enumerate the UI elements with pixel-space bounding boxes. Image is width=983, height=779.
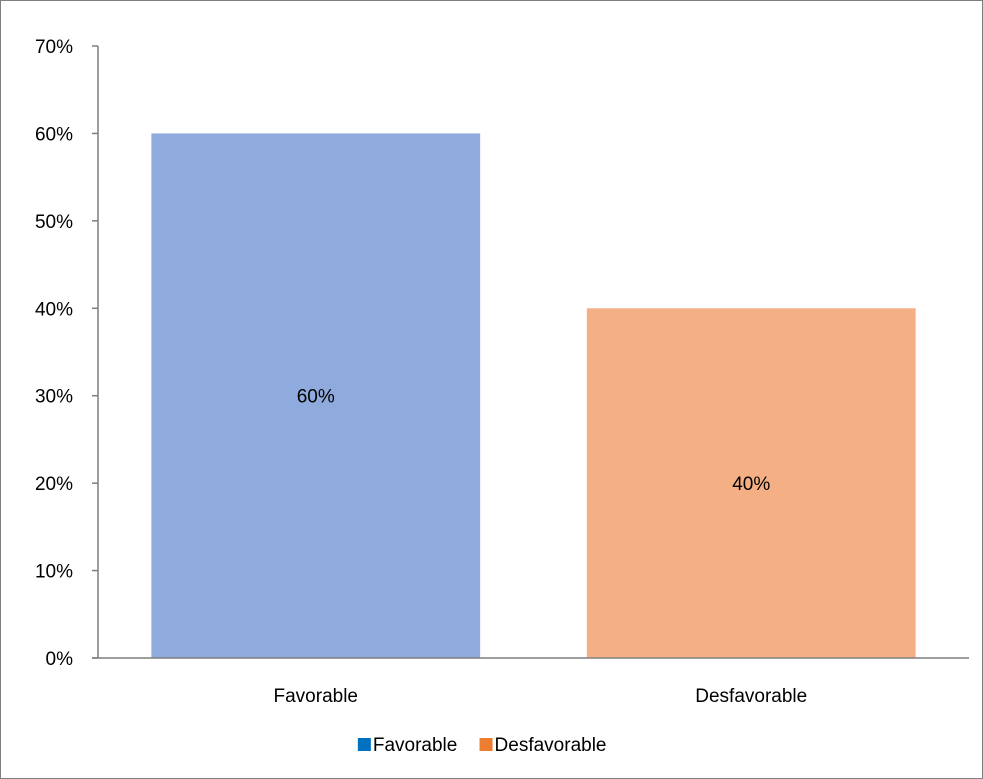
legend-label-desfavorable: Desfavorable (495, 735, 607, 756)
y-tick-label: 30% (35, 387, 73, 408)
y-tick-label: 50% (35, 212, 73, 233)
y-tick-label: 70% (35, 37, 73, 58)
legend-swatch-desfavorable (479, 738, 493, 751)
y-tick-label: 40% (35, 299, 73, 320)
x-tick-label: Favorable (274, 686, 359, 707)
y-tick-label: 0% (46, 649, 74, 670)
y-axis-ticks: 0% 10% 20% 30% 40% 50% 60% 70% (35, 37, 73, 670)
bar-favorable (151, 133, 481, 658)
y-tick-label: 10% (35, 562, 73, 583)
bar-desfavorable (586, 308, 916, 658)
y-tick-label: 60% (35, 124, 73, 145)
x-axis-ticks: Favorable Desfavorable (274, 686, 808, 707)
axes (92, 45, 969, 659)
bars (151, 133, 916, 658)
x-tick-label: Desfavorable (695, 686, 807, 707)
data-labels: 60% 40% (297, 387, 771, 495)
legend-swatch-favorable (357, 738, 371, 751)
legend: Favorable Desfavorable (357, 735, 607, 756)
legend-label-favorable: Favorable (373, 735, 458, 756)
data-label: 40% (732, 474, 770, 495)
y-tick-label: 20% (35, 474, 73, 495)
data-label: 60% (297, 387, 335, 408)
